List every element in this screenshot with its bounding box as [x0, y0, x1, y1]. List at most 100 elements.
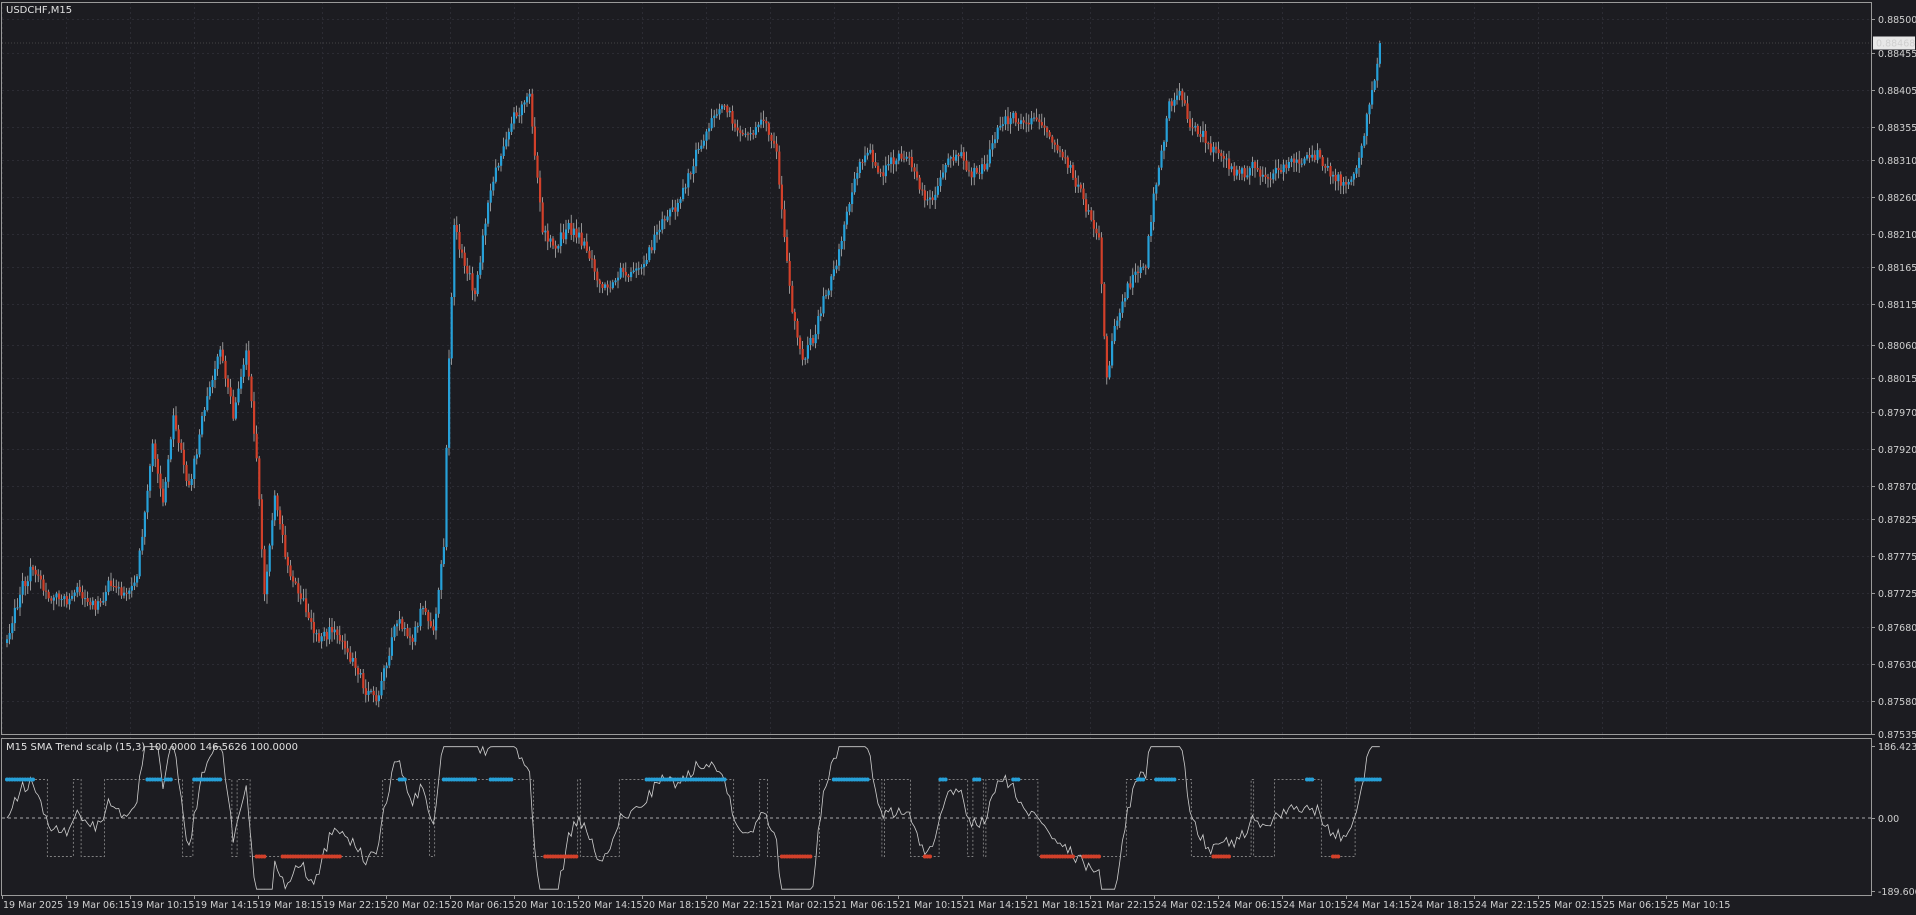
- bull-candle: [1142, 266, 1145, 268]
- downtrend-dot: [1227, 854, 1231, 859]
- bull-candle: [544, 230, 547, 233]
- bear-candle: [775, 143, 778, 152]
- bull-candle: [497, 165, 500, 168]
- bear-candle: [427, 611, 430, 622]
- bull-candle: [999, 125, 1002, 128]
- bear-candle: [232, 396, 235, 419]
- bear-candle: [424, 608, 427, 612]
- bull-candle: [960, 152, 963, 157]
- bull-candle: [1155, 184, 1158, 194]
- bear-candle: [99, 601, 102, 603]
- time-tick-label: 21 Mar 14:15: [963, 900, 1026, 911]
- bull-candle: [419, 608, 422, 627]
- bull-candle: [710, 118, 713, 129]
- bear-candle: [918, 177, 921, 190]
- bull-candle: [1176, 95, 1179, 100]
- bear-candle: [1098, 233, 1101, 238]
- bear-candle: [1345, 182, 1348, 185]
- bear-candle: [1007, 116, 1010, 125]
- time-tick-label: 25 Mar 10:15: [1667, 900, 1730, 911]
- bear-candle: [1204, 130, 1207, 144]
- bull-candle: [866, 152, 869, 156]
- bull-candle: [1248, 168, 1251, 176]
- bull-candle: [518, 115, 521, 117]
- bear-candle: [45, 590, 48, 592]
- uptrend-dot: [1016, 777, 1021, 782]
- bull-candle: [1358, 157, 1361, 168]
- bull-candle: [130, 585, 133, 591]
- time-tick-label: 24 Mar 18:15: [1411, 900, 1474, 911]
- bull-candle: [68, 598, 71, 605]
- bear-candle: [336, 629, 339, 635]
- bear-candle: [874, 161, 877, 166]
- bear-candle: [177, 429, 180, 443]
- bear-candle: [783, 209, 786, 238]
- bull-candle: [359, 673, 362, 675]
- time-tick-label: 19 Mar 14:15: [195, 900, 258, 911]
- bull-candle: [929, 197, 932, 200]
- bull-candle: [643, 264, 646, 268]
- bear-candle: [312, 621, 315, 634]
- bear-candle: [162, 488, 165, 503]
- bull-candle: [237, 388, 240, 403]
- bear-candle: [112, 586, 115, 588]
- bull-candle: [1363, 135, 1366, 146]
- bull-candle: [133, 582, 136, 586]
- bull-candle: [744, 133, 747, 135]
- bear-candle: [281, 524, 284, 535]
- bear-candle: [110, 580, 113, 587]
- bear-candle: [1061, 151, 1064, 158]
- bull-candle: [1069, 164, 1072, 168]
- bear-candle: [229, 387, 232, 397]
- bear-candle: [1129, 283, 1132, 288]
- bull-candle: [1287, 161, 1290, 169]
- bear-candle: [250, 376, 253, 402]
- bull-candle: [1272, 173, 1275, 180]
- price-tick-label: 0.88355: [1878, 123, 1916, 134]
- bull-candle: [164, 481, 167, 503]
- uptrend-dot: [1141, 777, 1146, 782]
- bull-candle: [206, 396, 209, 411]
- bull-candle: [1202, 130, 1205, 137]
- bull-candle: [208, 387, 211, 397]
- bull-candle: [656, 231, 659, 235]
- bull-candle: [942, 172, 945, 178]
- bear-candle: [1215, 146, 1218, 150]
- bull-candle: [240, 376, 243, 389]
- bull-candle: [76, 586, 79, 593]
- bull-candle: [1124, 298, 1127, 302]
- price-tick-label: 0.87580: [1878, 697, 1916, 708]
- bull-candle: [692, 166, 695, 175]
- bear-candle: [86, 598, 89, 602]
- bull-candle: [1001, 124, 1004, 126]
- bear-candle: [357, 667, 360, 675]
- bull-candle: [351, 657, 354, 662]
- uptrend-dot: [402, 777, 407, 782]
- price-axis: 0.88500 0.88455 0.88405 0.88355 0.88310 0.882…: [1871, 15, 1916, 741]
- bear-candle: [1196, 125, 1199, 135]
- bull-candle: [1012, 112, 1015, 119]
- bull-candle: [981, 164, 984, 174]
- bull-candle: [614, 280, 617, 283]
- bear-candle: [731, 110, 734, 124]
- bull-candle: [939, 177, 942, 187]
- time-tick-label: 19 Mar 22:15: [323, 900, 386, 911]
- bull-candle: [661, 219, 664, 230]
- bull-candle: [676, 202, 679, 212]
- bull-candle: [271, 520, 274, 546]
- price-tick-label: 0.88060: [1878, 341, 1916, 352]
- bear-candle: [299, 593, 302, 599]
- bull-candle: [245, 350, 248, 365]
- bear-candle: [175, 415, 178, 430]
- time-tick-label: 21 Mar 22:15: [1091, 900, 1154, 911]
- bull-candle: [214, 368, 217, 380]
- bear-candle: [50, 598, 53, 601]
- time-tick-label: 20 Mar 06:15: [451, 900, 514, 911]
- bull-candle: [804, 358, 807, 360]
- price-tick-label: 0.88015: [1878, 374, 1916, 385]
- bull-candle: [635, 268, 638, 271]
- time-tick-label: 20 Mar 18:15: [643, 900, 706, 911]
- uptrend-dot: [1377, 777, 1382, 782]
- bull-candle: [52, 597, 55, 601]
